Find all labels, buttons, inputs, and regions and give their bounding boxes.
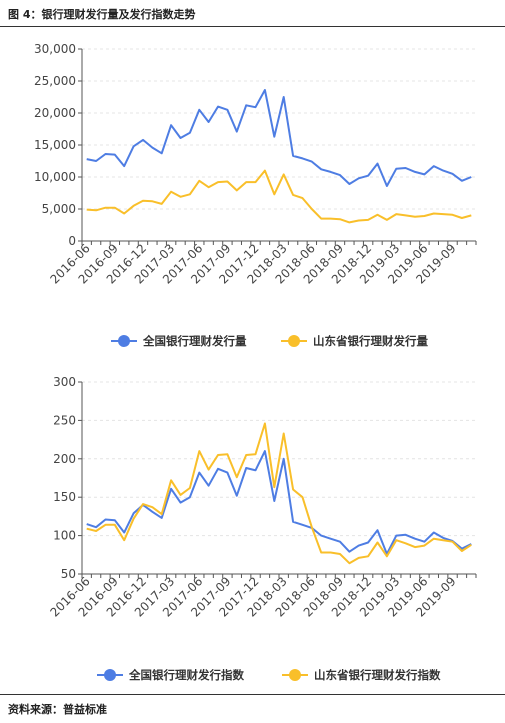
c1-legend-label-2: 山东省银行理财发行量 <box>313 334 428 348</box>
c1-legend-label-1: 全国银行理财发行量 <box>142 334 247 348</box>
c1-y-tick-label-1: 5,000 <box>42 202 76 216</box>
c1-legend: 全国银行理财发行量 山东省银行理财发行量 <box>111 334 428 348</box>
c1-y-tick-label-3: 15,000 <box>34 138 76 152</box>
c1-legend-marker-2 <box>288 335 300 347</box>
c1-y-tick-label-2: 10,000 <box>34 170 76 184</box>
c2-y-tick-label-2: 150 <box>53 490 76 504</box>
chart-issuance-volume: 05,00010,00015,00020,00025,00030,0002016… <box>34 42 477 348</box>
c2-y-tick-label-3: 200 <box>53 452 76 466</box>
c2-y-tick-label-0: 50 <box>61 567 76 581</box>
c1-series-line-2 <box>86 169 472 224</box>
source-note: 资料来源：普益标准 <box>8 703 107 716</box>
c2-legend-marker-2 <box>289 669 301 681</box>
top-rule <box>0 26 505 27</box>
c1-y-tick-label-6: 30,000 <box>34 42 76 56</box>
c2-series-line-1 <box>86 450 472 555</box>
c2-y-tick-label-1: 100 <box>53 529 76 543</box>
c2-y-tick-label-4: 250 <box>53 413 76 427</box>
c1-y-tick-label-0: 0 <box>68 234 76 248</box>
c1-series-line-1 <box>86 89 472 187</box>
figure-title: 图 4：银行理财发行量及发行指数走势 <box>8 8 196 21</box>
bottom-rule <box>0 694 505 695</box>
c1-legend-marker-1 <box>118 335 130 347</box>
c2-y-tick-label-5: 300 <box>53 375 76 389</box>
c2-legend-label-2: 山东省银行理财发行指数 <box>314 668 441 682</box>
c1-y-tick-label-4: 20,000 <box>34 106 76 120</box>
c2-legend: 全国银行理财发行指数 山东省银行理财发行指数 <box>97 668 441 682</box>
c2-legend-marker-1 <box>104 669 116 681</box>
c1-y-tick-label-5: 25,000 <box>34 74 76 88</box>
c2-series-line-2 <box>86 422 472 565</box>
c2-legend-label-1: 全国银行理财发行指数 <box>128 668 244 682</box>
chart-issuance-index: 501001502002503002016-062016-092016-1220… <box>47 375 477 682</box>
